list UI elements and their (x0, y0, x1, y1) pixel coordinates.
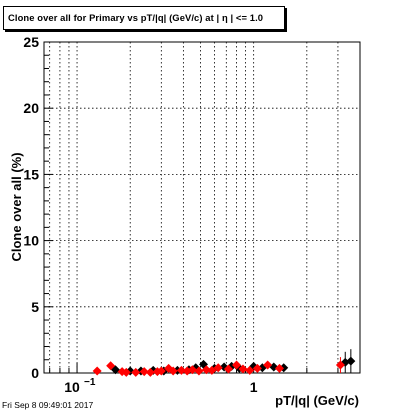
data-point (223, 364, 233, 374)
timestamp-footer: Fri Sep 8 09:49:01 2017 (2, 400, 94, 410)
data-point (252, 363, 262, 373)
axis-ticks (44, 41, 361, 374)
x-tick-label: 1 (250, 379, 258, 395)
data-point (106, 361, 116, 371)
data-point (201, 365, 211, 375)
data-point (145, 367, 155, 377)
y-tick-label: 15 (23, 166, 39, 182)
data-point (263, 360, 273, 370)
data-point (213, 363, 223, 373)
data-point (121, 367, 131, 377)
y-tick-label: 10 (23, 233, 39, 249)
data-point (245, 365, 255, 375)
chart-title: Clone over all for Primary vs pT/|q| (Ge… (8, 12, 264, 23)
data-point (335, 360, 345, 370)
x-axis-label: pT/|q| (GeV/c) (275, 393, 359, 408)
red-series (92, 357, 345, 377)
data-point (187, 365, 197, 375)
y-tick-label: 25 (23, 34, 39, 50)
y-tick-label: 20 (23, 100, 39, 116)
data-point (156, 366, 166, 376)
y-tick-label: 0 (31, 365, 39, 381)
data-point (346, 356, 356, 366)
y-tick-labels: 0 5 10 15 20 25 (23, 34, 39, 381)
x-tick-labels: 10 −1 1 (64, 377, 258, 395)
y-tick-label: 5 (31, 299, 39, 315)
data-point (238, 364, 248, 374)
x-tick-label: 10 (64, 379, 80, 395)
data-point (274, 363, 284, 373)
data-point (176, 365, 186, 375)
x-tick-exponent: −1 (84, 377, 96, 388)
data-point (232, 360, 242, 370)
data-point (139, 367, 149, 377)
y-axis-label: Clone over all (%) (9, 152, 24, 261)
data-point (168, 366, 178, 376)
grid-lines (44, 42, 361, 373)
data-series (92, 349, 356, 377)
chart-title-box: Clone over all for Primary vs pT/|q| (Ge… (3, 6, 285, 30)
data-point (131, 367, 141, 377)
plot-frame (43, 41, 361, 374)
data-point (194, 366, 204, 376)
data-point (92, 366, 102, 376)
